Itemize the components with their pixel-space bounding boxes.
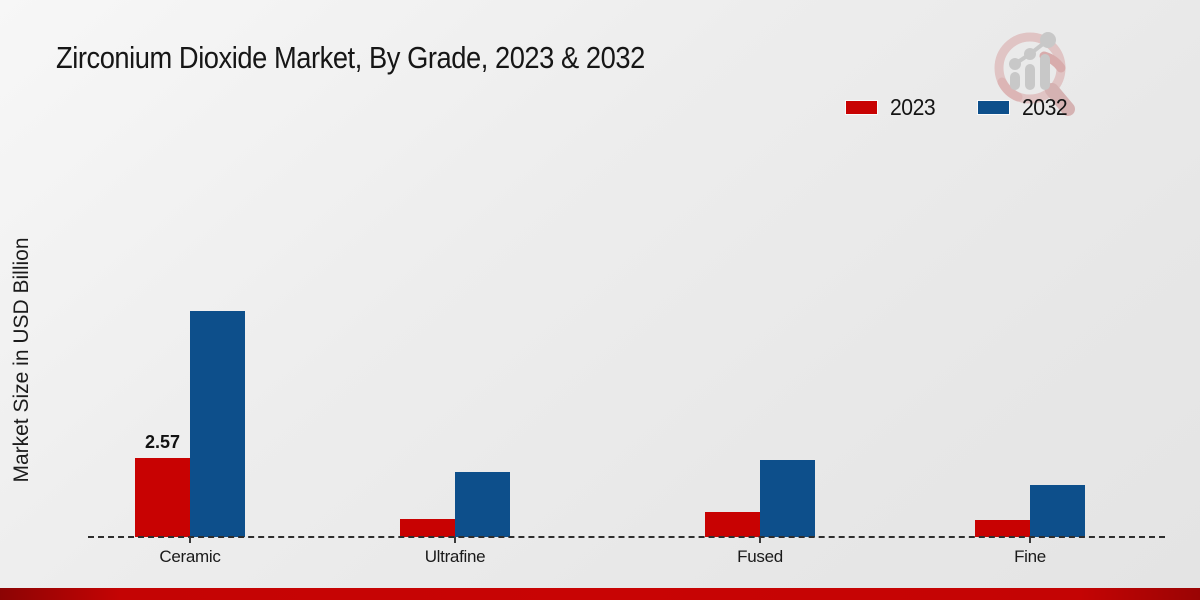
bar-2032-ultrafine [455,472,510,537]
bar-value-label-2023-ceramic: 2.57 [144,432,181,452]
legend-swatch-2023 [845,100,878,115]
magnifier-bar-chart-logo-icon [994,32,1075,116]
bar-2032-fused [760,460,815,537]
legend-swatch-2032 [977,100,1011,115]
x-axis-label-fused: Fused [737,547,783,566]
x-axis-label-ceramic: Ceramic [159,547,221,566]
chart-title: Zirconium Dioxide Market, By Grade, 2023… [56,40,645,75]
bar-2032-ceramic [190,311,245,537]
bar-2032-fine [1030,485,1085,537]
x-axis-label-ultrafine: Ultrafine [424,547,486,566]
x-axis-baseline [88,536,1165,538]
legend-label-2032: 2032 [1022,94,1068,120]
legend: 2023 2032 [845,94,1071,121]
x-axis-tick-ultrafine [454,537,456,543]
bar-2023-ceramic [135,458,190,537]
x-axis-tick-fine [1029,537,1031,543]
legend-item-2032: 2032 [977,94,1071,121]
legend-item-2023: 2023 [845,94,939,121]
footer-accent-bar [0,588,1200,600]
bar-2023-fused [705,512,760,537]
x-axis-label-fine: Fine [1014,547,1046,566]
bar-2023-ultrafine [400,519,455,537]
x-axis-tick-ceramic [189,537,191,543]
x-axis-tick-fused [759,537,761,543]
legend-label-2023: 2023 [890,94,936,120]
bar-2023-fine [975,520,1030,537]
